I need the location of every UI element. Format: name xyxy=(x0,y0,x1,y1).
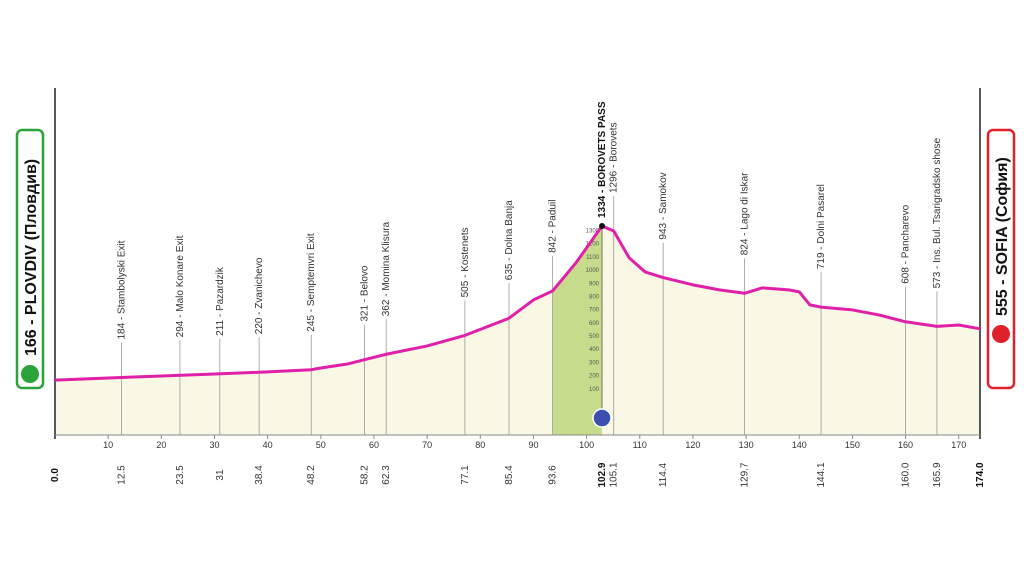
waypoint-km: 23.5 xyxy=(175,465,186,485)
summit-label: 1334 - BOROVETS PASS xyxy=(597,101,608,218)
waypoint-label: 573 - Ins. Bul. Tsarigradsko shose xyxy=(932,138,943,289)
start-km: 0.0 xyxy=(50,468,61,482)
waypoint-km: 165.9 xyxy=(932,462,943,487)
y-tick-label: 800 xyxy=(589,294,600,300)
kom-icon xyxy=(592,408,612,428)
y-tick-label: 400 xyxy=(589,347,600,353)
x-tick-label: 110 xyxy=(633,440,647,450)
x-tick-label: 50 xyxy=(316,440,326,450)
y-tick-label: 600 xyxy=(589,321,600,327)
waypoint-km: 77.1 xyxy=(460,465,471,485)
waypoint-km: 58.2 xyxy=(359,465,370,485)
waypoint-km: 85.4 xyxy=(504,465,515,485)
x-tick-label: 70 xyxy=(422,440,432,450)
waypoint-km: 62.3 xyxy=(381,465,392,485)
summit-km: 102.9 xyxy=(597,462,608,487)
y-tick-label: 300 xyxy=(589,360,600,366)
y-tick-label: 1300 xyxy=(586,228,600,234)
waypoint-label: 608 - Pancharevo xyxy=(901,204,912,283)
waypoint-label: 824 - Lago di Iskar xyxy=(739,172,750,255)
x-tick-label: 20 xyxy=(156,440,166,450)
waypoint-label: 211 - Pazardzik xyxy=(215,266,226,336)
y-tick-label: 200 xyxy=(589,374,600,380)
x-tick-label: 160 xyxy=(898,440,913,450)
waypoint-label: 943 - Samokov xyxy=(658,172,669,239)
profile-area xyxy=(55,226,980,435)
finish-icon xyxy=(992,325,1010,343)
waypoint-km: 12.5 xyxy=(116,465,127,485)
y-tick-label: 1200 xyxy=(586,242,600,248)
waypoint-label: 635 - Dolna Banja xyxy=(504,200,515,280)
y-tick-label: 1100 xyxy=(586,255,600,261)
waypoint-label: 184 - Stambolyski Exit xyxy=(116,240,127,339)
waypoint-km: 114.4 xyxy=(658,462,669,487)
x-tick-label: 90 xyxy=(528,440,538,450)
waypoint-label: 842 - Paduil xyxy=(548,200,559,253)
waypoint-km: 48.2 xyxy=(306,465,317,485)
waypoint-km: 105.1 xyxy=(609,462,620,487)
profile-line xyxy=(54,224,981,382)
waypoint-label: 362 - Momina Klisura xyxy=(381,221,392,316)
waypoint-label: 220 - Zvanichevo xyxy=(254,257,265,334)
waypoint-label: 719 - Dolni Pasarel xyxy=(816,184,827,269)
y-tick-label: 700 xyxy=(589,308,600,314)
x-tick-label: 60 xyxy=(369,440,379,450)
waypoint-label: 245 - Semptemvri Exit xyxy=(306,233,317,332)
waypoint-label: 1296 - Borovets xyxy=(609,122,620,193)
finish-km: 174.0 xyxy=(975,462,986,487)
y-tick-label: 900 xyxy=(589,281,600,287)
y-tick-label: 1000 xyxy=(586,268,600,274)
x-tick-label: 130 xyxy=(739,440,754,450)
y-tick-label: 500 xyxy=(589,334,600,340)
x-tick-label: 80 xyxy=(475,440,485,450)
start-label: 166 - PLOVDIV (Пловдив) xyxy=(23,159,40,356)
x-tick-label: 40 xyxy=(263,440,273,450)
start-icon xyxy=(21,365,39,383)
x-tick-label: 100 xyxy=(579,440,594,450)
waypoint-km: 38.4 xyxy=(254,465,265,485)
x-tick-label: 30 xyxy=(209,440,219,450)
waypoint-km: 31 xyxy=(215,469,226,481)
summit-dot xyxy=(599,223,606,230)
finish-label: 555 - SOFIA (София) xyxy=(994,157,1011,316)
x-tick-label: 10 xyxy=(103,440,113,450)
x-tick-label: 150 xyxy=(845,440,860,450)
finish-box xyxy=(986,128,1016,390)
waypoint-km: 129.7 xyxy=(739,462,750,487)
x-tick-label: 140 xyxy=(792,440,807,450)
x-tick-label: 170 xyxy=(951,440,966,450)
y-tick-label: 100 xyxy=(589,387,600,393)
start-box xyxy=(15,128,45,390)
waypoint-km: 144.1 xyxy=(816,462,827,487)
waypoint-label: 294 - Malo Konare Exit xyxy=(175,235,186,337)
waypoint-label: 321 - Belovo xyxy=(359,265,370,322)
waypoint-label: 505 - Kostenets xyxy=(460,227,471,297)
waypoint-km: 93.6 xyxy=(548,465,559,485)
x-tick-label: 120 xyxy=(685,440,700,450)
waypoint-km: 160.0 xyxy=(901,462,912,487)
